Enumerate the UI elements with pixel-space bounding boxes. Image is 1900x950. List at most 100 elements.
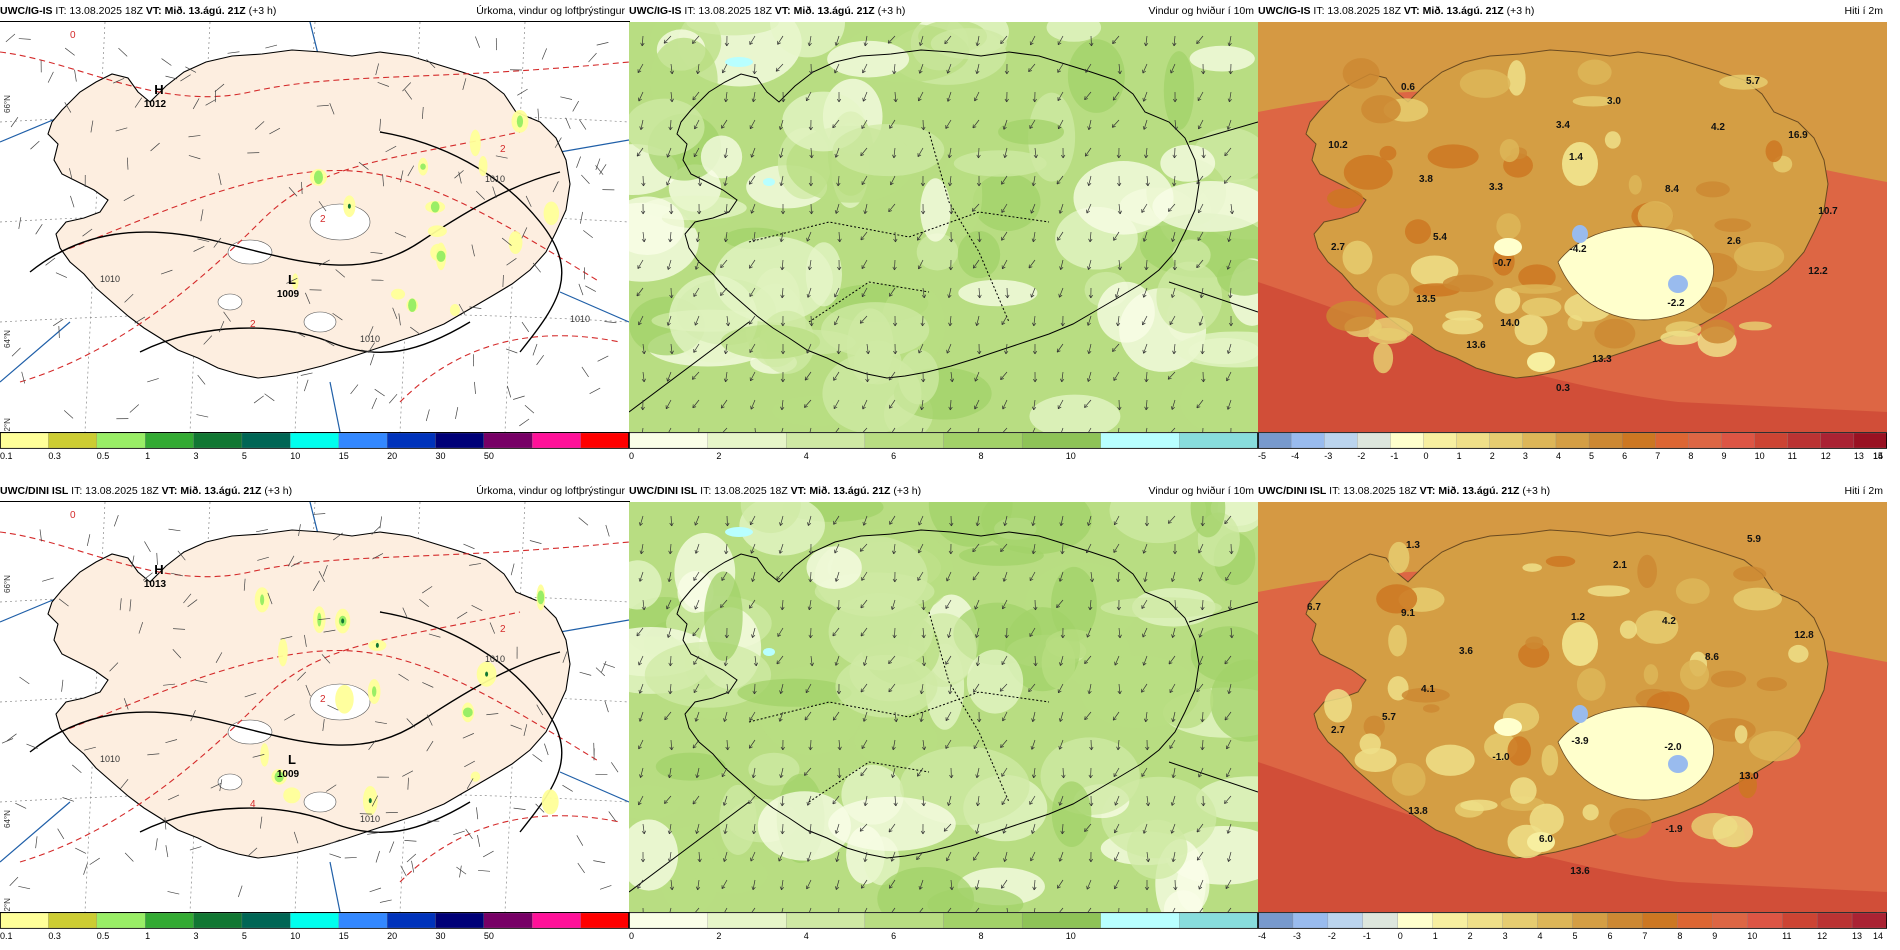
colorbar-swatch: [145, 912, 195, 929]
colorbar-swatch: [1688, 432, 1723, 449]
colorbar-swatch: [145, 432, 195, 449]
pressure-center-symbol: L: [288, 272, 296, 287]
colorbar-tick-label: -4: [1291, 451, 1300, 461]
pressure-center-value: 1013: [144, 579, 167, 590]
colorbar-tick-label: 0.1: [0, 931, 13, 941]
colorbar-swatch: [1782, 912, 1818, 929]
colorbar-tick-label: 8: [1688, 451, 1694, 461]
colorbar-swatch: [1357, 432, 1392, 449]
colorbar-swatch: [483, 432, 533, 449]
colorbar-tick-label: 15: [1873, 451, 1884, 461]
colorbar-swatch: [1179, 912, 1258, 929]
colorbar-swatch: [864, 432, 945, 449]
colorbar-swatches: [1258, 912, 1887, 929]
isotherm-label: 0: [70, 30, 76, 41]
valid-time: VT: Mið. 13.ágú. 21Z: [161, 485, 262, 497]
init-time: IT: 13.08.2025 18Z: [1313, 5, 1401, 17]
temp-colorbar: -4 -3 -2 -1 0 1 2 3 4 5 6 7 8 9 10 11 12 13 14: [1258, 912, 1887, 948]
colorbar-tick-label: 4: [1537, 931, 1543, 941]
panel-header: UWC/IG-IS IT: 13.08.2025 18Z VT: Mið. 13…: [0, 0, 629, 22]
panel-title: Vindur og hviður í 10m: [1148, 485, 1254, 497]
valid-time: VT: Mið. 13.ágú. 21Z: [145, 5, 246, 17]
colorbar-swatch: [532, 432, 582, 449]
colorbar-tick-label: -5: [1258, 451, 1267, 461]
lead-time: (+3 h): [1506, 5, 1535, 17]
panel-header: UWC/DINI ISL IT: 13.08.2025 18Z VT: Mið.…: [629, 480, 1258, 502]
colorbar-swatch: [0, 432, 50, 449]
temperature-label: 12.2: [1808, 266, 1828, 277]
colorbar-swatches: [629, 912, 1258, 929]
temperature-label: 5.4: [1433, 232, 1447, 243]
colorbar-swatch: [1787, 432, 1822, 449]
wind-map-canvas: [629, 502, 1258, 912]
precip-map[interactable]: H 1012 L 1009 1010 1010 1010 1010 0 2 2 2 66°N 64°N 62…: [0, 21, 630, 433]
lead-time: (+3 h): [1522, 485, 1551, 497]
colorbar-swatches: [0, 432, 629, 449]
isotherm-label: 0: [70, 510, 76, 521]
colorbar-swatches: [0, 912, 629, 929]
colorbar-tick-label: 0.5: [96, 451, 110, 461]
isobar-label: 1010: [360, 334, 380, 344]
colorbar-tick-label: 0: [1397, 931, 1403, 941]
colorbar-swatch: [707, 432, 787, 449]
colorbar-swatch: [1655, 432, 1690, 449]
temperature-label: 0.6: [1401, 82, 1415, 93]
colorbar-swatch: [386, 432, 437, 449]
colorbar-tick-label: 6: [891, 451, 897, 461]
temperature-label: 13.5: [1416, 294, 1436, 305]
colorbar-tick-label: 1: [145, 451, 151, 461]
colorbar-tick-label: 12: [1820, 451, 1831, 461]
colorbar-swatch: [864, 912, 945, 929]
wind-map[interactable]: [629, 502, 1258, 912]
colorbar-swatch: [241, 432, 291, 449]
lead-time: (+3 h): [877, 5, 906, 17]
temperature-label: 4.1: [1421, 684, 1435, 695]
colorbar-swatch: [1290, 432, 1325, 449]
colorbar-tick-label: -2: [1357, 451, 1366, 461]
colorbar-tick-label: 3: [193, 931, 199, 941]
temp-map[interactable]: 0.6 3.0 5.7 3.4 4.2 16.9 10.2 1.4 3.8 3.3 8.4 10.7 2…: [1258, 22, 1887, 432]
precip-map[interactable]: H 1013 L 1009 1010 1010 1010 0 2 2 4 66°N 64°N 62°N: [0, 501, 630, 913]
colorbar-swatch: [1607, 912, 1644, 929]
colorbar-swatch: [290, 912, 340, 929]
colorbar-swatch: [1467, 912, 1504, 929]
model-name: UWC/DINI ISL: [1258, 485, 1327, 497]
colorbar-tick-label: 10: [1065, 931, 1076, 941]
colorbar-swatch: [1100, 432, 1181, 449]
colorbar-swatch: [338, 912, 388, 929]
panel-title: Hiti í 2m: [1844, 5, 1883, 17]
colorbar-tick-label: -3: [1324, 451, 1333, 461]
colorbar-swatch: [943, 432, 1023, 449]
colorbar-tick-label: 13: [1853, 451, 1864, 461]
colorbar-tick-label: -3: [1292, 931, 1301, 941]
pressure-center-symbol: H: [154, 82, 163, 97]
temperature-label: 3.4: [1556, 120, 1570, 131]
colorbar-tick-label: 30: [435, 931, 446, 941]
panel-title: Vindur og hviður í 10m: [1148, 5, 1254, 17]
colorbar-swatch: [580, 432, 629, 449]
panel-row0-temp: UWC/IG-IS IT: 13.08.2025 18Z VT: Mið. 13…: [1258, 0, 1887, 470]
isotherm-label: 4: [250, 799, 256, 810]
colorbar-tick-label: 2: [716, 451, 722, 461]
wind-map[interactable]: [629, 22, 1258, 432]
colorbar-tick-label: 50: [483, 931, 494, 941]
temp-map[interactable]: 1.3 5.9 2.1 6.7 9.1 1.2 4.2 12.8 3.6 8.6 4.1 5.7 2.7…: [1258, 502, 1887, 912]
colorbar-swatch: [1258, 912, 1294, 929]
colorbar-swatch: [1432, 912, 1469, 929]
temperature-label: 14.0: [1500, 318, 1520, 329]
colorbar-tick-label: 8: [978, 931, 984, 941]
model-name: UWC/IG-IS: [1258, 5, 1311, 17]
colorbar-swatch: [1021, 432, 1102, 449]
isobar-label: 1010: [485, 654, 505, 664]
model-name: UWC/IG-IS: [629, 5, 682, 17]
pressure-center-value: 1012: [144, 99, 167, 110]
colorbar-swatch: [1362, 912, 1399, 929]
colorbar-swatch: [580, 912, 629, 929]
panel-title: Úrkoma, vindur og loftþrýstingur: [476, 485, 625, 497]
panel-title: Úrkoma, vindur og loftþrýstingur: [476, 5, 625, 17]
colorbar-swatch: [1179, 432, 1258, 449]
colorbar-tick-label: -4: [1258, 931, 1267, 941]
latitude-label: 64°N: [3, 810, 12, 828]
latitude-label: 62°N: [3, 418, 12, 432]
colorbar-tick-label: 15: [338, 451, 349, 461]
